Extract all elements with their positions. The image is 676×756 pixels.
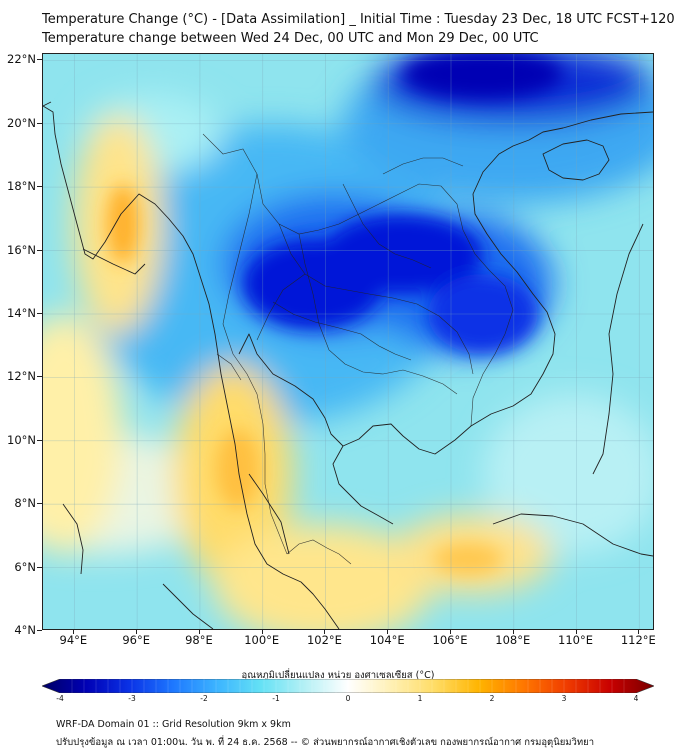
coastlines (43, 101, 653, 629)
lon-tick-mark (575, 630, 577, 634)
lat-tick-label: 8°N (14, 496, 36, 511)
lat-tick-mark (37, 186, 42, 188)
colorbar-gradient (42, 679, 654, 693)
lon-tick-mark (261, 630, 263, 634)
lon-tick-mark (387, 630, 389, 634)
lon-tick-mark (450, 630, 451, 634)
footer-credit: ปรับปรุงข้อมูล ณ เวลา 01:00น. วัน พ. ที่… (56, 737, 595, 748)
lat-tick-mark (37, 249, 42, 251)
lat-tick-label: 12°N (7, 369, 36, 384)
lon-tick-label: 112°E (620, 633, 656, 647)
lat-tick-label: 10°N (7, 432, 36, 447)
temperature-field (43, 54, 653, 629)
lat-tick-mark (37, 312, 42, 314)
lat-tick-mark (37, 439, 42, 441)
colorbar-tick-label: -1 (272, 694, 280, 703)
colorbar-label: อุณหภูมิเปลี่ยนแปลง หน่วย องศาเซลเซียส (… (241, 670, 435, 681)
lat-tick-mark (37, 503, 42, 505)
temperature-map (43, 54, 653, 629)
footer-domain-info: WRF-DA Domain 01 :: Grid Resolution 9km … (56, 719, 291, 730)
map-subtitle: Temperature change between Wed 24 Dec, 0… (42, 31, 539, 46)
colorbar-tick-label: -4 (56, 694, 64, 703)
lon-tick-label: 100°E (244, 633, 280, 647)
colorbar-tick-label: -2 (200, 694, 208, 703)
colorbar-tick-label: 3 (561, 694, 567, 703)
map-area[interactable] (42, 53, 654, 630)
lat-lon-gridlines (43, 54, 653, 629)
lon-tick-mark (136, 630, 138, 634)
lon-tick-label: 96°E (122, 633, 150, 647)
temperature-extremes (107, 54, 563, 575)
colorbar (42, 679, 654, 693)
lon-tick-label: 102°E (306, 633, 342, 647)
lon-tick-mark (324, 630, 326, 634)
lon-tick-mark (638, 630, 640, 634)
lat-tick-mark (37, 122, 42, 124)
lon-tick-mark (198, 630, 200, 634)
lat-tick-label: 18°N (7, 179, 36, 194)
lat-tick-label: 4°N (14, 623, 36, 637)
lat-tick-label: 20°N (7, 115, 36, 130)
lat-tick-mark (37, 376, 42, 378)
lat-tick-label: 14°N (7, 305, 36, 320)
lat-tick-label: 6°N (14, 559, 36, 574)
lon-tick-label: 110°E (558, 633, 594, 647)
map-title: Temperature Change (°C) - [Data Assimila… (42, 12, 675, 27)
lon-tick-mark (512, 630, 514, 634)
lon-tick-label: 98°E (185, 633, 213, 647)
lat-tick-label: 22°N (7, 52, 36, 67)
lat-tick-mark (37, 566, 42, 568)
colorbar-tick-label: -3 (128, 694, 136, 703)
lon-tick-mark (73, 630, 75, 634)
lat-tick-label: 16°N (7, 242, 36, 257)
country-borders (202, 133, 514, 565)
colorbar-tick-label: 1 (417, 694, 423, 703)
lat-tick-mark (37, 630, 42, 631)
colorbar-tick-label: 0 (345, 694, 351, 703)
lon-tick-label: 104°E (369, 633, 405, 647)
colorbar-tick-label: 4 (633, 694, 639, 703)
colorbar-tick-label: 2 (489, 694, 495, 703)
lon-tick-label: 106°E (432, 633, 468, 647)
lon-tick-label: 94°E (59, 633, 88, 647)
lon-tick-label: 108°E (495, 633, 531, 647)
lat-tick-mark (37, 59, 42, 61)
